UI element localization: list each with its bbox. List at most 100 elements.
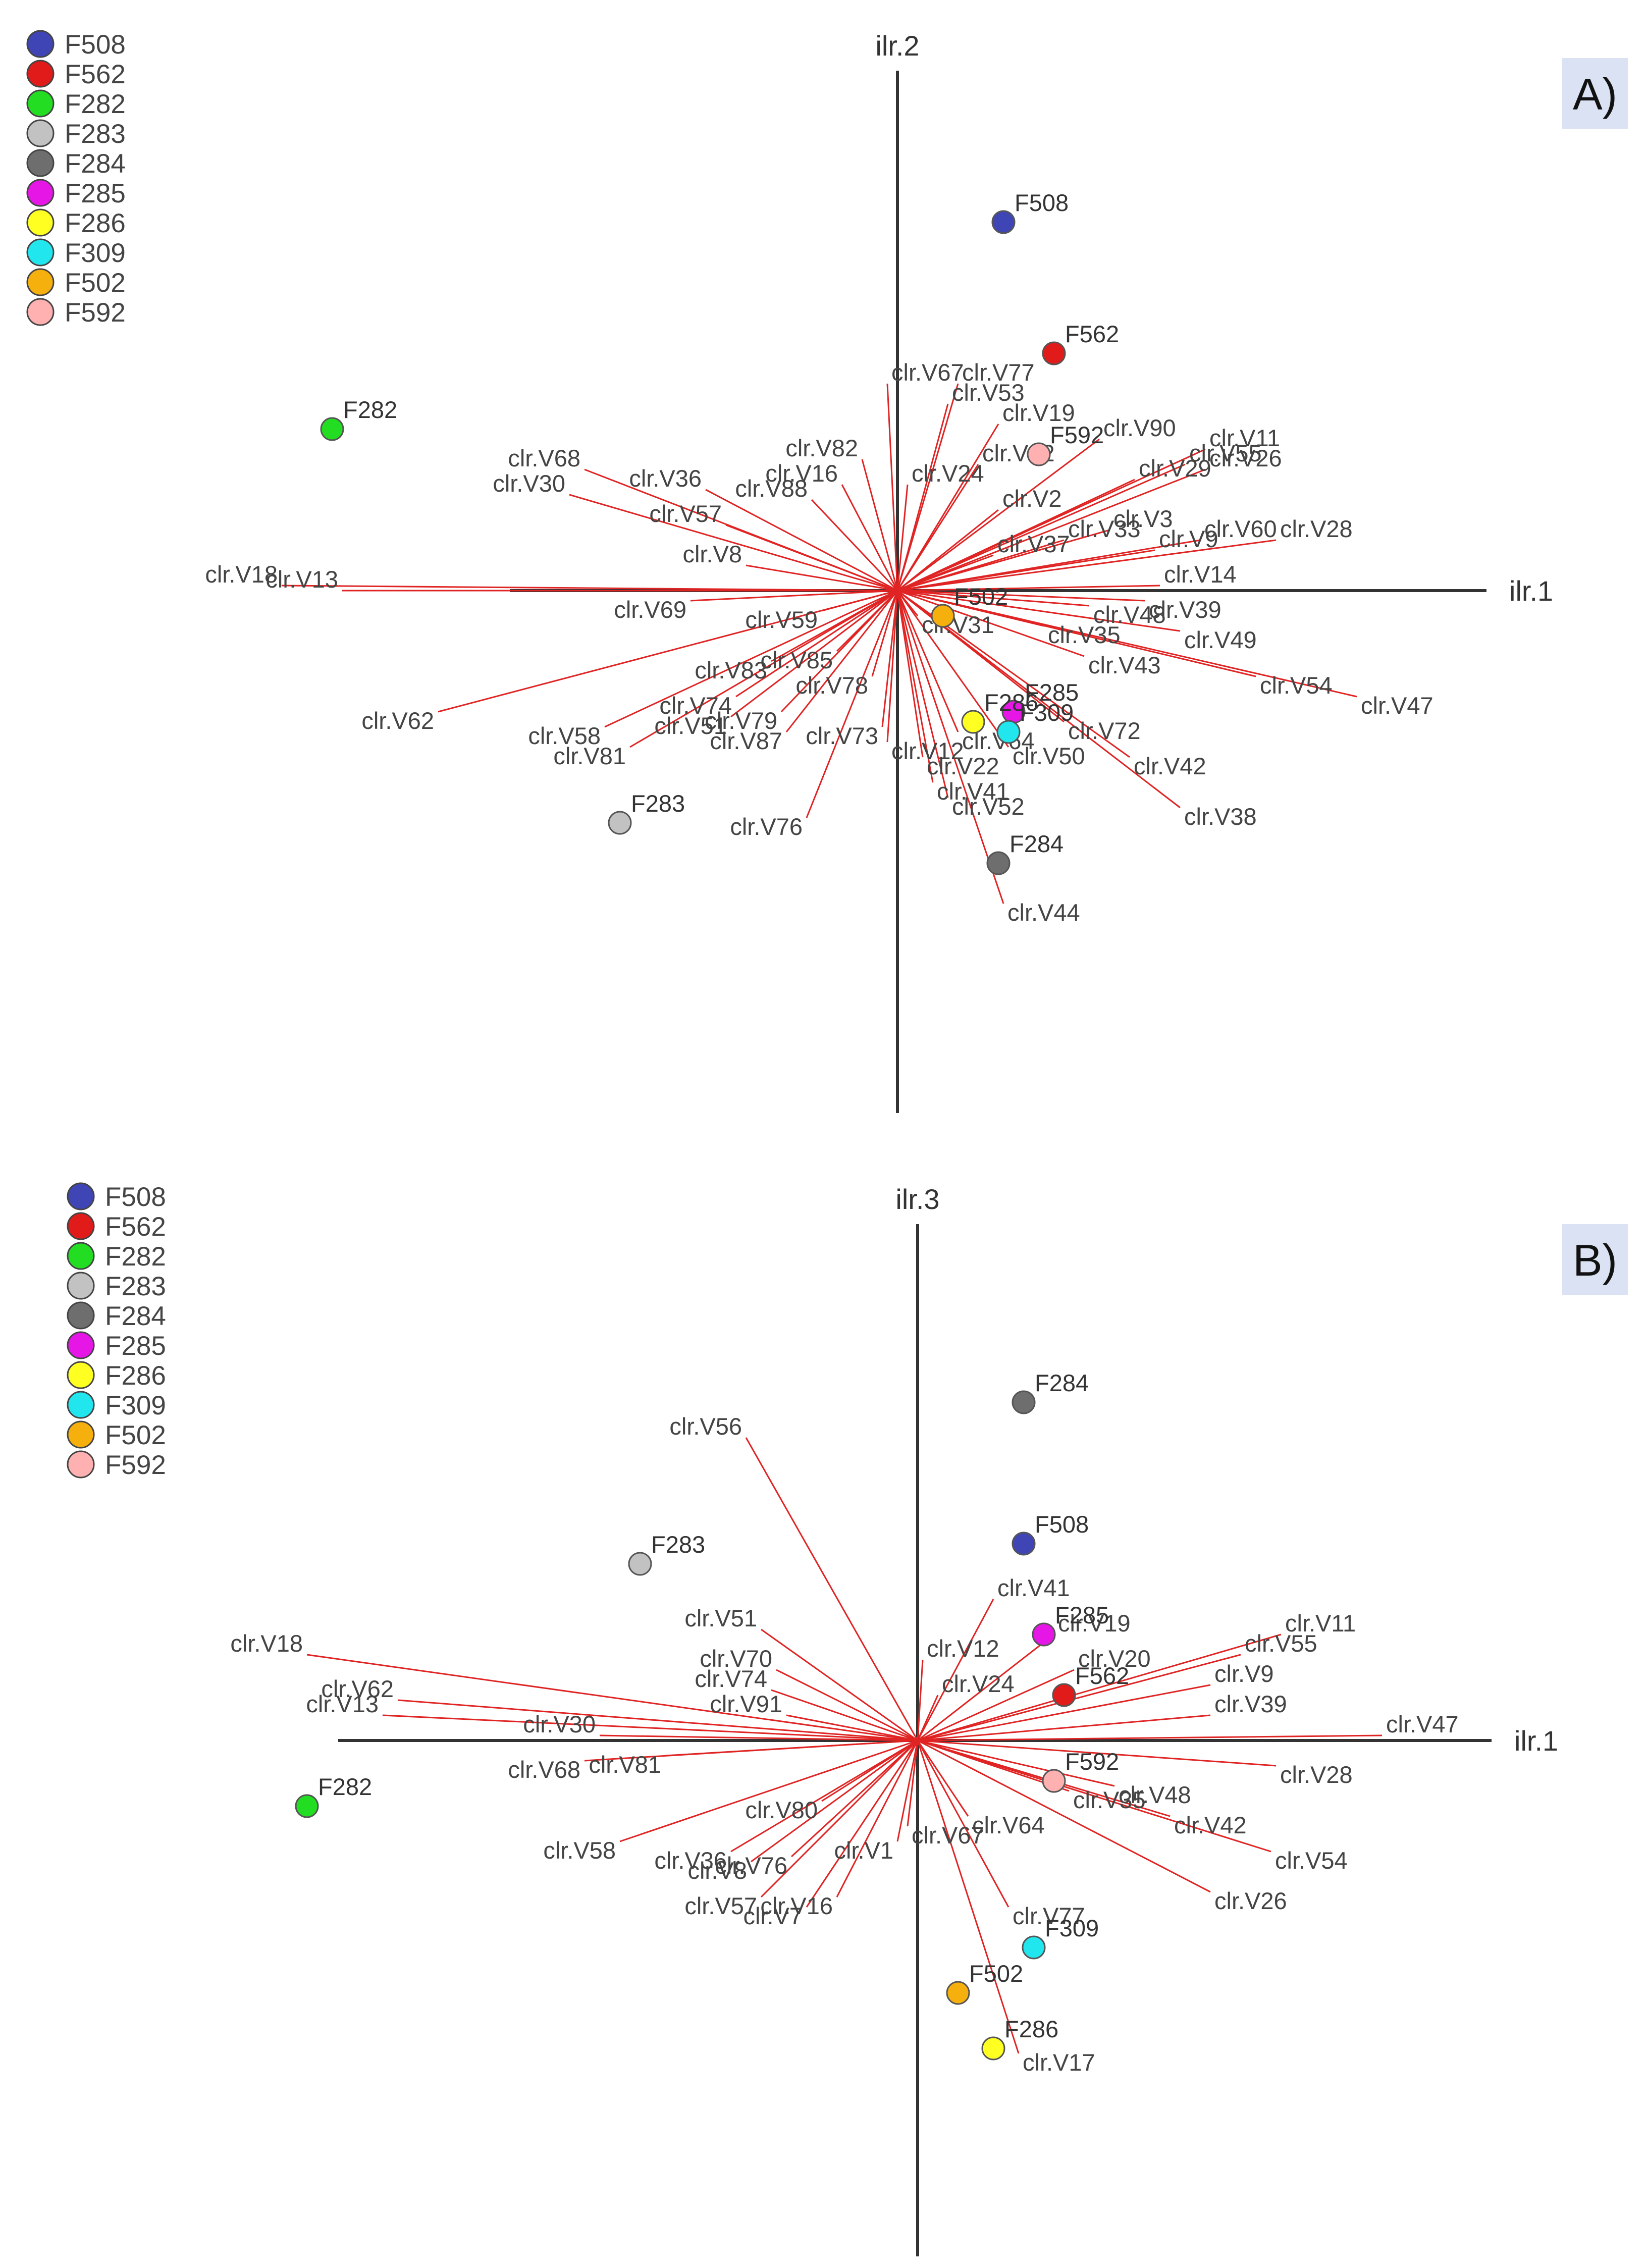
panel-a-biplot: ilr.2 ilr.1 A) clr.V67clr.V77clr.V53clr.V19… xyxy=(26,30,1628,1113)
loading-vector-clr-v30 xyxy=(569,494,898,592)
score-point-f282[interactable] xyxy=(320,417,344,441)
score-point-f285[interactable] xyxy=(1032,1622,1056,1647)
loading-vector-clr-v9 xyxy=(897,549,1155,592)
score-label-f283: F283 xyxy=(631,790,685,817)
loading-label-clr-v28: clr.V28 xyxy=(1280,515,1353,542)
score-label-f562: F562 xyxy=(1075,1662,1129,1689)
loading-label-clr-v59: clr.V59 xyxy=(745,606,818,633)
x-axis-label: ilr.1 xyxy=(1509,575,1553,607)
loading-label-clr-v29: clr.V29 xyxy=(1139,455,1211,482)
score-label-f286: F286 xyxy=(984,689,1038,716)
legend-label-f284: F284 xyxy=(105,1301,166,1331)
panel-badge-bg xyxy=(1562,1224,1628,1295)
legend-swatch-f309 xyxy=(26,238,55,267)
legend-label-f508: F508 xyxy=(65,30,126,60)
legend-label-f508: F508 xyxy=(105,1182,166,1212)
score-point-f592[interactable] xyxy=(1042,1769,1066,1793)
loading-label-clr-v7: clr.V7 xyxy=(743,1903,803,1929)
loading-vector-clr-v14 xyxy=(897,585,1160,592)
score-point-f502[interactable] xyxy=(946,1981,970,2005)
loading-label-clr-v18: clr.V18 xyxy=(205,561,278,588)
legend-swatch-f562 xyxy=(67,1212,95,1240)
score-point-f283[interactable] xyxy=(608,811,632,835)
score-point-f508[interactable] xyxy=(991,210,1016,234)
loading-vector-clr-v56 xyxy=(745,1437,919,1741)
score-point-f508[interactable] xyxy=(1012,1532,1036,1556)
loading-label-clr-v43: clr.V43 xyxy=(1088,652,1161,678)
loading-vector-clr-v82 xyxy=(861,459,898,591)
loading-vector-clr-v91 xyxy=(786,1714,918,1742)
score-point-f309[interactable] xyxy=(996,720,1021,744)
score-label-f508: F508 xyxy=(1015,189,1069,216)
loading-label-clr-v79: clr.V79 xyxy=(705,707,777,734)
loading-vector-clr-v43 xyxy=(897,590,1085,657)
legend-label-f592: F592 xyxy=(105,1450,166,1480)
loading-vector-clr-v51 xyxy=(730,590,898,718)
score-point-f309[interactable] xyxy=(1022,1935,1046,1960)
loading-vector-clr-v54 xyxy=(917,1739,1271,1853)
loading-label-clr-v12: clr.V12 xyxy=(927,1635,999,1662)
loading-vector-clr-v80 xyxy=(821,1739,918,1802)
score-point-f286[interactable] xyxy=(961,710,985,734)
loading-label-clr-v53: clr.V53 xyxy=(952,379,1025,406)
score-label-f502: F502 xyxy=(954,583,1008,610)
score-label-f282: F282 xyxy=(343,396,397,423)
loading-vector-clr-v70 xyxy=(776,1669,918,1742)
loading-vector-clr-v59 xyxy=(821,590,898,612)
loading-vector-clr-v26 xyxy=(897,468,1206,592)
loading-label-clr-v3: clr.V3 xyxy=(1113,505,1173,532)
loading-label-clr-v55: clr.V55 xyxy=(1189,440,1262,466)
y-axis-label: ilr.3 xyxy=(895,1183,939,1215)
score-point-f502[interactable] xyxy=(931,604,955,628)
loading-vector-clr-v50 xyxy=(896,590,1010,748)
loading-vector-clr-v33 xyxy=(897,539,1065,592)
score-point-f592[interactable] xyxy=(1027,442,1051,466)
loading-vector-clr-v17 xyxy=(917,1740,1020,2054)
loading-label-clr-v82: clr.V82 xyxy=(785,435,858,461)
loading-vector-clr-v18 xyxy=(281,585,898,592)
loading-label-clr-v24: clr.V24 xyxy=(912,460,984,487)
loading-label-clr-v48: clr.V48 xyxy=(1093,601,1166,628)
score-point-f283[interactable] xyxy=(628,1552,652,1576)
legend-label-f502: F502 xyxy=(65,268,126,298)
loading-vector-clr-v49 xyxy=(897,590,1181,632)
score-point-f282[interactable] xyxy=(295,1794,319,1818)
panel-badge-bg xyxy=(1562,58,1628,129)
loading-label-clr-v41: clr.V41 xyxy=(997,1574,1070,1601)
loading-vector-clr-v53 xyxy=(896,403,949,591)
loading-label-clr-v78: clr.V78 xyxy=(795,672,868,699)
loading-vector-clr-v37 xyxy=(897,554,994,592)
loading-label-clr-v57: clr.V57 xyxy=(649,500,722,527)
loading-vector-clr-v9 xyxy=(917,1684,1211,1742)
loading-vector-clr-v8 xyxy=(751,1739,918,1863)
loading-label-clr-v81: clr.V81 xyxy=(589,1751,661,1778)
loading-label-clr-v70: clr.V70 xyxy=(700,1645,772,1672)
loading-label-clr-v60: clr.V60 xyxy=(1204,515,1277,542)
loading-label-clr-v72: clr.V72 xyxy=(1068,717,1141,744)
score-point-f562[interactable] xyxy=(1042,341,1066,365)
loading-label-clr-v33: clr.V33 xyxy=(1068,515,1141,542)
legend-swatch-f283 xyxy=(67,1272,95,1300)
loading-vector-clr-v48 xyxy=(917,1739,1115,1787)
loading-vector-clr-v36 xyxy=(730,1739,918,1853)
score-point-f562[interactable] xyxy=(1052,1683,1076,1707)
loading-vector-clr-v20 xyxy=(917,1669,1075,1742)
score-point-f284[interactable] xyxy=(1012,1390,1036,1414)
y-axis-label: ilr.2 xyxy=(875,30,919,62)
loading-label-clr-v64: clr.V64 xyxy=(972,1812,1045,1838)
score-label-f285: F285 xyxy=(1025,679,1079,706)
score-label-f592: F592 xyxy=(1050,421,1104,448)
loading-vector-clr-v48 xyxy=(897,590,1090,607)
score-label-f285: F285 xyxy=(1055,1602,1109,1628)
score-point-f284[interactable] xyxy=(986,851,1011,875)
score-point-f286[interactable] xyxy=(981,2036,1005,2061)
loading-vector-clr-v8 xyxy=(746,564,898,592)
loading-label-clr-v62: clr.V62 xyxy=(321,1675,394,1702)
loading-vector-clr-v41 xyxy=(896,590,934,783)
loading-vector-clr-v67 xyxy=(907,1740,919,1827)
legend-swatch-f592 xyxy=(67,1450,95,1479)
legend-swatch-f562 xyxy=(26,60,55,88)
loading-label-clr-v11: clr.V11 xyxy=(1285,1610,1356,1637)
loading-label-clr-v30: clr.V30 xyxy=(493,470,565,497)
